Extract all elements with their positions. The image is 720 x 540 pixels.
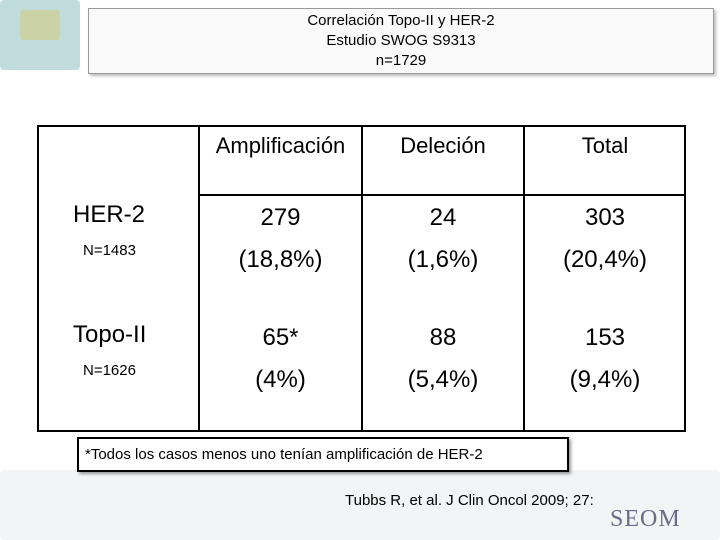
table-cell: (20,4%) bbox=[562, 246, 648, 273]
row-label: Topo-II bbox=[73, 321, 147, 348]
column-border bbox=[198, 127, 200, 430]
row-sublabel: N=1483 bbox=[83, 242, 136, 259]
table-cell: 24 bbox=[429, 204, 457, 231]
row-border bbox=[199, 194, 684, 196]
table-cell: (9,4%) bbox=[569, 366, 641, 393]
table-cell: 303 bbox=[584, 204, 626, 231]
table-cell: (5,4%) bbox=[407, 366, 479, 393]
table-cell: (4%) bbox=[255, 366, 306, 393]
table-cell: (1,6%) bbox=[407, 246, 479, 273]
row-sublabel: N=1626 bbox=[83, 362, 136, 379]
table-cell: 279 bbox=[260, 204, 301, 231]
decoration bbox=[20, 10, 60, 40]
column-border bbox=[523, 127, 525, 430]
footnote: *Todos los casos menos uno tenían amplif… bbox=[77, 437, 569, 472]
title-line: Estudio SWOG S9313 bbox=[326, 32, 476, 49]
table-cell: 153 bbox=[584, 324, 626, 351]
row-label: HER-2 bbox=[73, 201, 146, 228]
table-cell: (18,8%) bbox=[238, 246, 323, 273]
title-box: Correlación Topo-II y HER-2 Estudio SWOG… bbox=[88, 8, 714, 74]
logo: SEOM bbox=[610, 506, 681, 532]
column-header: Amplificación bbox=[215, 133, 346, 158]
table-cell: 88 bbox=[429, 324, 457, 351]
table-cell: 65* bbox=[262, 324, 299, 351]
column-border bbox=[361, 127, 363, 430]
decoration bbox=[0, 0, 80, 70]
table: Amplificación Deleción Total HER-2 N=1483 279… bbox=[37, 125, 686, 432]
title-line: n=1729 bbox=[375, 52, 427, 69]
column-header: Deleción bbox=[400, 133, 486, 158]
column-header: Total bbox=[581, 133, 629, 158]
decoration bbox=[0, 470, 720, 540]
citation: Tubbs R, et al. J Clin Oncol 2009; 27: bbox=[345, 492, 594, 509]
title-line: Correlación Topo-II y HER-2 bbox=[307, 12, 495, 29]
